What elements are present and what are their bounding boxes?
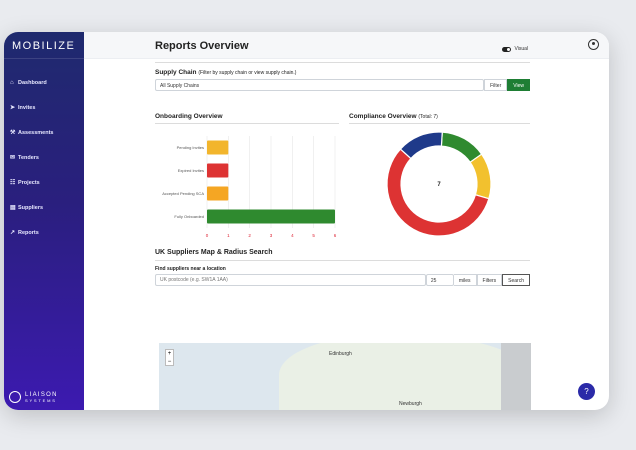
postcode-row: 25 miles Filters Search [155,274,530,286]
x-tick-label: 0 [206,233,209,238]
donut-slice[interactable] [399,131,443,160]
sidebar-nav: ⌂ Dashboard ➤ Invites ⚒ Assessments ✉ Te… [10,70,53,245]
visual-toggle-label: Visual [514,46,528,52]
x-tick-label: 5 [312,233,315,238]
category-label: Pending Invites [177,145,204,150]
onboarding-panel: Onboarding Overview 0 1 2 3 4 5 6 Pending Invit… [155,113,339,249]
home-icon: ⌂ [10,79,14,86]
sidebar-item-tenders[interactable]: ✉ Tenders [10,145,53,170]
filter-button[interactable]: Filter [484,79,508,91]
map-tile-placeholder [501,343,531,410]
donut-slice[interactable] [469,153,492,200]
toggle-switch-icon [502,46,512,52]
top-bar [84,32,609,59]
footer-brand: LIAISON SYSTEMS [9,391,58,403]
radius-unit: miles [453,274,477,286]
chart-icon: ↗ [10,230,16,236]
zoom-out-button[interactable]: − [167,359,172,365]
divider [155,123,339,124]
brand-logo: MOBILIZE [12,40,76,52]
envelope-icon: ✉ [10,155,16,161]
compliance-donut-chart: 7 [386,131,492,237]
search-button[interactable]: Search [502,274,530,286]
divider [4,58,84,59]
sidebar-item-suppliers[interactable]: ▤ Suppliers [10,195,53,220]
sidebar-item-invites[interactable]: ➤ Invites [10,95,53,120]
uk-map[interactable]: + − Edinburgh Newburgh [159,343,531,410]
help-button[interactable]: ? [578,383,595,400]
onboarding-bar-chart: 0 1 2 3 4 5 6 Pending Invites Expired Invites Acc… [162,136,337,238]
bar[interactable] [207,209,335,224]
x-tick-label: 3 [270,233,273,238]
bar[interactable] [207,163,229,178]
footer-brand-sub: SYSTEMS [25,397,57,403]
footer-brand-name: LIAISON [25,391,58,398]
bar[interactable] [207,140,229,155]
supply-chain-hint: (Filter by supply chain or view supply c… [198,70,297,76]
user-account-icon[interactable] [588,39,599,50]
compliance-title: Compliance Overview [349,113,417,120]
onboarding-title: Onboarding Overview [155,113,223,120]
sidebar-item-projects[interactable]: ☷ Projects [10,170,53,195]
sidebar-item-label: Tenders [18,154,39,161]
divider [155,260,530,261]
zoom-in-button[interactable]: + [167,351,172,357]
postcode-input[interactable] [155,274,426,286]
overview-row: Onboarding Overview 0 1 2 3 4 5 6 Pending Invit… [155,113,530,249]
sidebar-item-label: Invites [18,104,36,111]
send-icon: ➤ [10,105,16,111]
sidebar-item-label: Assessments [18,129,54,136]
sidebar-item-reports[interactable]: ↗ Reports [10,220,53,245]
find-suppliers-label: Find suppliers near a location [155,266,226,272]
compliance-panel: Compliance Overview (Total: 7) 7 [349,113,530,249]
tools-icon: ⚒ [10,130,16,136]
filters-button[interactable]: Filters [476,274,503,286]
x-tick-label: 1 [227,233,230,238]
compliance-total: (Total: 7) [418,114,438,120]
x-tick-label: 4 [291,233,294,238]
sidebar-item-label: Projects [18,179,40,186]
main-content: Reports Overview Visual Supply Chain (Fi… [155,40,530,286]
category-label: Accepted Pending SCA [162,191,204,196]
page-title: Reports Overview [155,40,249,52]
divider [349,123,530,124]
sidebar-item-assessments[interactable]: ⚒ Assessments [10,120,53,145]
map-city-label: Newburgh [399,401,422,407]
map-city-label: Edinburgh [329,351,352,357]
category-label: Expired Invites [178,168,204,173]
supply-chain-title: Supply Chain [155,69,197,76]
map-zoom-control: + − [165,349,174,366]
donut-slice[interactable] [386,148,490,237]
map-land [279,343,531,410]
donut-center-value: 7 [437,182,441,188]
sidebar: MOBILIZE ⌂ Dashboard ➤ Invites ⚒ Assessm… [4,32,84,410]
category-label: Fully Onboarded [174,214,204,219]
divider [155,62,530,63]
visual-toggle[interactable]: Visual [502,46,528,52]
supply-chain-label: Supply Chain (Filter by supply chain or … [155,69,530,76]
map-section-title: UK Suppliers Map & Radius Search [155,249,273,256]
sitemap-icon: ☷ [10,180,16,186]
supply-chain-row: All Supply Chains Filter View [155,79,530,91]
view-button[interactable]: View [507,79,530,91]
bar[interactable] [207,186,229,201]
liaison-logo-icon [9,391,21,403]
supply-chain-select[interactable]: All Supply Chains [155,79,485,91]
sidebar-item-label: Dashboard [18,79,47,86]
sidebar-item-dashboard[interactable]: ⌂ Dashboard [10,70,53,95]
compliance-title-row: Compliance Overview (Total: 7) [349,113,530,120]
truck-icon: ▤ [10,205,16,211]
x-tick-label: 6 [334,233,337,238]
x-tick-label: 2 [248,233,251,238]
sidebar-item-label: Reports [18,229,39,236]
sidebar-item-label: Suppliers [18,204,44,211]
radius-input[interactable]: 25 [425,274,454,286]
